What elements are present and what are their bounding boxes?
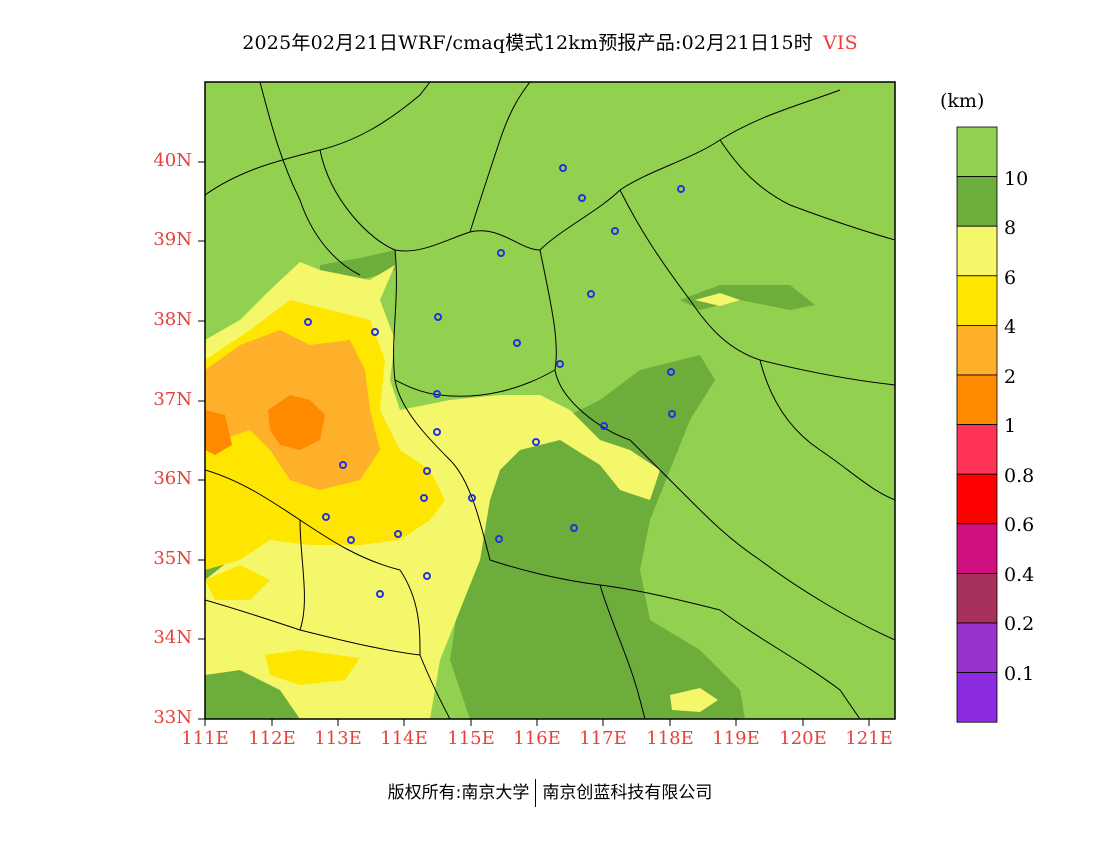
colorbar-swatch <box>956 275 998 326</box>
colorbar-swatch <box>956 523 998 574</box>
colorbar-label: 2 <box>1004 366 1017 388</box>
lon-ticks <box>204 719 870 726</box>
vis-band-8-10km-north-strip <box>320 250 395 280</box>
station-marker <box>497 249 505 257</box>
station-marker <box>394 530 402 538</box>
visibility-field <box>205 82 895 719</box>
station-marker <box>433 390 441 398</box>
lon-label: 118E <box>646 728 694 749</box>
vis-band-4-6km-southwest <box>205 565 270 600</box>
colorbar-swatch <box>956 622 998 673</box>
copyright-owner: 版权所有:南京大学 <box>387 783 530 803</box>
vis-band-1-2km-west <box>205 410 232 455</box>
colorbar-unit: (km) <box>940 90 985 112</box>
lon-label: 111E <box>181 728 229 749</box>
map-title: 2025年02月21日WRF/cmaq模式12km预报产品:02月21日15时 V… <box>0 28 1100 55</box>
lon-label: 115E <box>447 728 495 749</box>
station-marker <box>667 368 675 376</box>
lat-label: 38N <box>153 309 192 330</box>
lat-label: 33N <box>153 707 192 728</box>
station-markers <box>304 164 685 598</box>
station-marker <box>423 572 431 580</box>
colorbar-label: 10 <box>1004 168 1029 190</box>
station-marker <box>611 227 619 235</box>
colorbar-swatch <box>956 374 998 425</box>
station-marker <box>339 461 347 469</box>
colorbar-swatch <box>956 176 998 227</box>
station-marker <box>570 524 578 532</box>
lon-label: 119E <box>712 728 760 749</box>
station-marker <box>600 422 608 430</box>
colorbar-label: 0.4 <box>1004 564 1035 586</box>
station-marker <box>556 360 564 368</box>
station-marker <box>304 318 312 326</box>
colorbar-label: 0.8 <box>1004 465 1035 487</box>
colorbar <box>956 126 998 723</box>
vis-band-8-10km-southwest <box>205 670 300 719</box>
footer-separator <box>535 779 537 807</box>
title-variable: VIS <box>822 32 858 54</box>
station-marker <box>347 536 355 544</box>
colorbar-label: 0.1 <box>1004 663 1035 685</box>
lat-label: 39N <box>153 229 192 250</box>
lat-label: 37N <box>153 389 192 410</box>
title-text: 2025年02月21日WRF/cmaq模式12km预报产品:02月21日15时 <box>242 32 813 54</box>
colorbar-label: 0.6 <box>1004 514 1035 536</box>
lon-label: 116E <box>513 728 561 749</box>
lon-label: 113E <box>314 728 362 749</box>
lon-label: 120E <box>779 728 827 749</box>
copyright-company: 南京创蓝科技有限公司 <box>542 783 713 803</box>
lat-label: 34N <box>153 627 192 648</box>
colorbar-label: 1 <box>1004 415 1017 437</box>
lon-label: 112E <box>248 728 296 749</box>
station-marker <box>578 194 586 202</box>
admin-boundaries <box>205 82 895 719</box>
station-marker <box>668 410 676 418</box>
colorbar-swatch <box>956 225 998 277</box>
station-marker <box>587 290 595 298</box>
lat-label: 36N <box>153 468 192 489</box>
station-marker <box>433 428 441 436</box>
station-marker <box>371 328 379 336</box>
colorbar-label: 8 <box>1004 217 1017 239</box>
station-marker <box>434 313 442 321</box>
colorbar-swatch <box>956 573 998 624</box>
station-marker <box>376 590 384 598</box>
station-marker <box>677 185 685 193</box>
colorbar-swatch <box>956 424 998 475</box>
lat-label: 35N <box>153 548 192 569</box>
colorbar-label: 6 <box>1004 267 1017 289</box>
station-marker <box>420 494 428 502</box>
vis-band-1-2km-center <box>268 395 325 450</box>
station-marker <box>559 164 567 172</box>
station-marker <box>532 438 540 446</box>
station-marker <box>468 494 476 502</box>
colorbar-swatch <box>956 126 998 177</box>
vis-band-6-8km-south-patch <box>670 688 718 712</box>
colorbar-swatch <box>956 324 998 376</box>
colorbar-swatch <box>956 672 998 723</box>
station-marker <box>322 513 330 521</box>
colorbar-label: 4 <box>1004 316 1017 338</box>
station-marker <box>495 535 503 543</box>
lon-label: 121E <box>845 728 893 749</box>
station-marker <box>513 339 521 347</box>
colorbar-swatch <box>956 473 998 525</box>
lon-label: 114E <box>380 728 428 749</box>
station-marker <box>423 467 431 475</box>
lat-ticks <box>198 161 205 720</box>
vis-band-4-6km-south <box>265 650 360 685</box>
lat-label: 40N <box>153 150 192 171</box>
colorbar-label: 0.2 <box>1004 613 1035 635</box>
copyright-footer: 版权所有:南京大学 南京创蓝科技有限公司 <box>0 778 1100 807</box>
vis-band-6-8km-east-patch <box>695 293 740 306</box>
lon-label: 117E <box>579 728 627 749</box>
